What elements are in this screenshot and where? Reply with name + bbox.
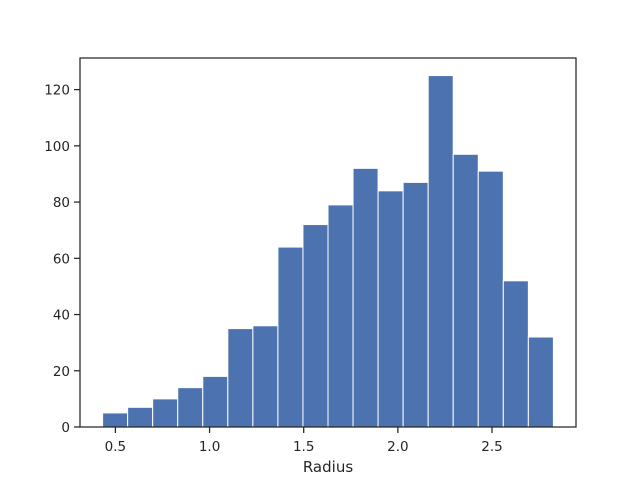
histogram-bar — [377, 190, 404, 428]
histogram-bar — [127, 406, 154, 428]
y-tick-label: 60 — [53, 251, 70, 267]
y-tick-label: 100 — [44, 139, 70, 155]
bars-group — [102, 75, 554, 428]
y-tick-label: 120 — [44, 83, 70, 99]
x-tick-label: 1.5 — [293, 439, 314, 455]
histogram-bar — [277, 246, 304, 428]
y-tick-label: 80 — [53, 195, 70, 211]
histogram-bar — [302, 224, 329, 428]
x-axis-label: Radius — [303, 458, 353, 476]
plot-frame — [79, 57, 577, 428]
x-ticks-group: 0.5 1.0 1.5 2.0 2.5 — [105, 427, 503, 455]
histogram-bar — [252, 325, 279, 428]
histogram-bar — [352, 167, 379, 428]
histogram-bar — [502, 280, 529, 428]
x-tick-label: 2.5 — [481, 439, 502, 455]
histogram-bar — [227, 328, 254, 428]
histogram-bar — [427, 75, 454, 428]
histogram-bar — [327, 204, 354, 428]
y-tick-label: 0 — [61, 420, 70, 436]
histogram-bar — [477, 170, 504, 428]
histogram-bar — [152, 398, 179, 428]
histogram-bar — [102, 412, 129, 428]
x-tick-label: 0.5 — [105, 439, 126, 455]
y-ticks-group: 0 20 40 60 80 100 120 — [44, 83, 80, 436]
histogram-bar — [177, 387, 204, 428]
histogram-bar — [527, 336, 554, 428]
histogram-bar — [202, 375, 229, 428]
x-tick-label: 1.0 — [199, 439, 220, 455]
histogram-bar — [402, 181, 429, 428]
histogram-bar — [452, 153, 479, 428]
y-tick-label: 40 — [53, 308, 70, 324]
y-tick-label: 20 — [53, 364, 70, 380]
x-tick-label: 2.0 — [387, 439, 408, 455]
